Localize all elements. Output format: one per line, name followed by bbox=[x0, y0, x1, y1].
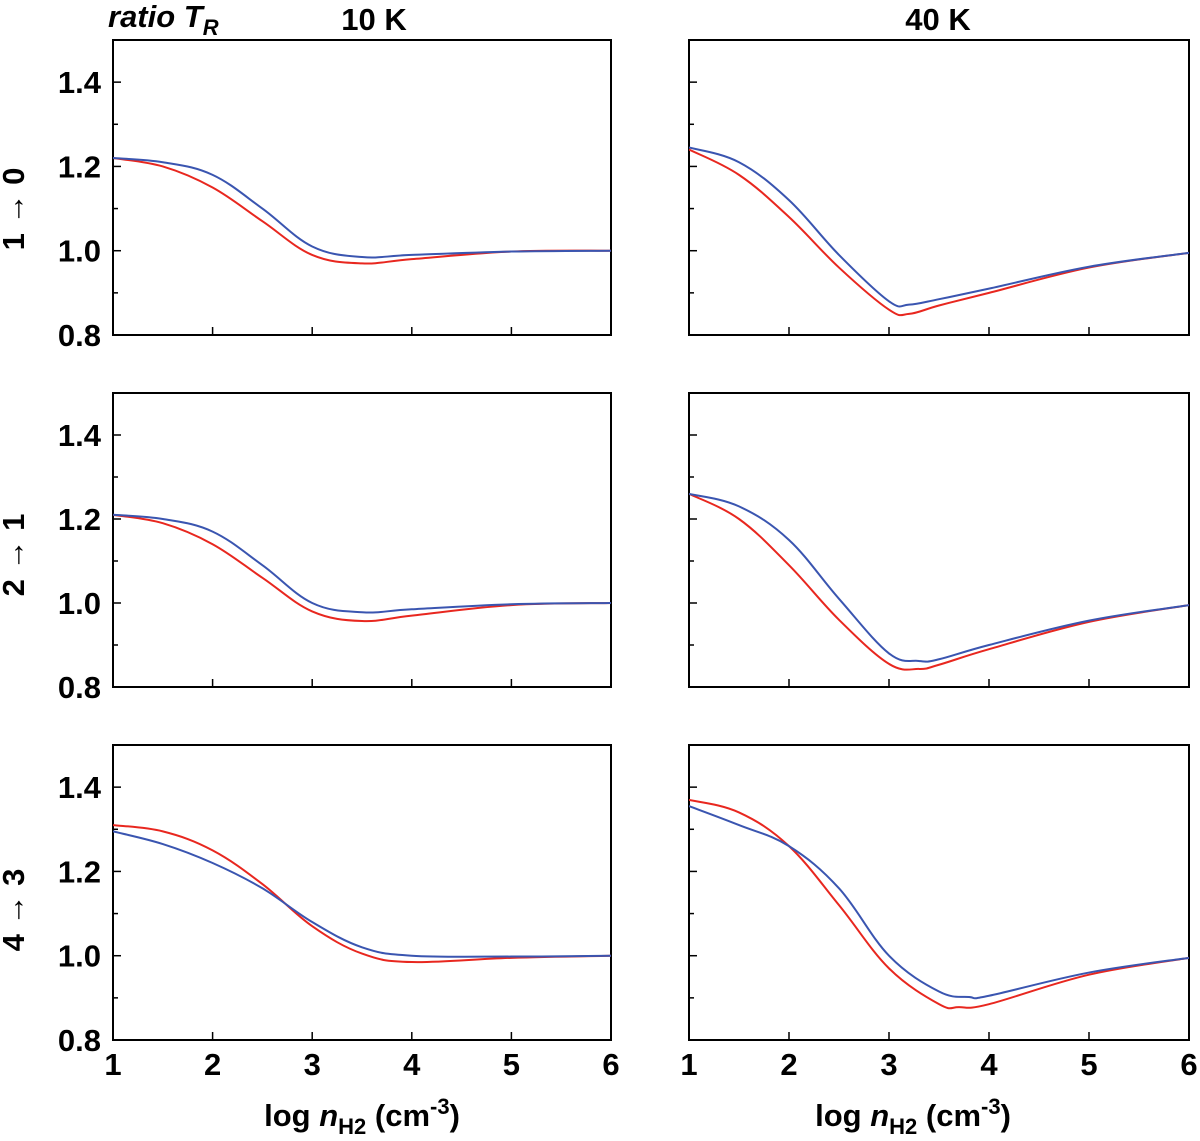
plot-frame bbox=[112, 744, 612, 1041]
x-tick-label: 4 bbox=[980, 1047, 998, 1082]
series-line-red bbox=[689, 148, 1189, 317]
y-tick-label: 0.8 bbox=[58, 318, 101, 353]
y-tick-label: 1.0 bbox=[58, 234, 101, 269]
plot-frame bbox=[688, 39, 1190, 336]
y-tick-label: 0.8 bbox=[58, 670, 101, 705]
column-title-40k: 40 K bbox=[905, 2, 971, 37]
series-line-blue bbox=[689, 492, 1189, 663]
series-line-blue bbox=[113, 513, 611, 614]
corner-label: ratio TR bbox=[108, 0, 219, 40]
panel-r1-c1 bbox=[688, 392, 1190, 688]
series-line-blue bbox=[113, 157, 611, 259]
series-line-blue bbox=[689, 146, 1189, 308]
x-tick-label: 2 bbox=[780, 1047, 797, 1082]
y-tick-label: 1.4 bbox=[58, 65, 102, 100]
series-line-blue bbox=[689, 805, 1189, 1000]
y-tick-label: 1.0 bbox=[58, 586, 101, 621]
series-line-red bbox=[113, 157, 611, 265]
plot-frame bbox=[112, 39, 612, 336]
series-line-blue bbox=[113, 830, 611, 958]
series-line-red bbox=[113, 513, 611, 623]
column-title-10k: 10 K bbox=[341, 2, 407, 37]
series-line-red bbox=[113, 824, 611, 964]
row-label-2-1: 2 → 1 bbox=[0, 514, 31, 597]
x-tick-label: 4 bbox=[403, 1047, 421, 1082]
panel-r1-c0: 0.8 1.0 1.2 1.4 bbox=[58, 392, 612, 705]
x-tick-label: 5 bbox=[1080, 1047, 1097, 1082]
plot-frame bbox=[688, 744, 1190, 1041]
x-tick-label: 6 bbox=[602, 1047, 619, 1082]
x-tick-label: 1 bbox=[680, 1047, 697, 1082]
panel-r2-c1: 1 2 3 4 5 6 bbox=[680, 744, 1198, 1082]
panel-r0-c1 bbox=[688, 39, 1190, 336]
y-tick-label: 1.2 bbox=[58, 854, 101, 889]
row-label-4-3: 4 → 3 bbox=[0, 869, 31, 952]
plot-frame bbox=[112, 392, 612, 688]
series-line-red bbox=[689, 492, 1189, 671]
x-tick-label: 3 bbox=[304, 1047, 321, 1082]
y-tick-label: 1.4 bbox=[58, 418, 102, 453]
x-tick-label: 3 bbox=[880, 1047, 897, 1082]
plot-frame bbox=[688, 392, 1190, 688]
panel-r2-c0: 0.8 1.0 1.2 1.4 1 2 3 4 5 6 bbox=[58, 744, 620, 1082]
panel-r0-c0: 0.8 1.0 1.2 1.4 bbox=[58, 39, 612, 353]
y-tick-label: 1.0 bbox=[58, 939, 101, 974]
row-label-1-0: 1 → 0 bbox=[0, 168, 31, 251]
y-tick-label: 1.2 bbox=[58, 149, 101, 184]
x-tick-label: 2 bbox=[204, 1047, 221, 1082]
x-tick-label: 1 bbox=[104, 1047, 121, 1082]
y-tick-label: 1.2 bbox=[58, 502, 101, 537]
x-axis-label-right: log nH2 (cm-3) bbox=[815, 1094, 1011, 1139]
x-axis-label-left: log nH2 (cm-3) bbox=[264, 1094, 460, 1139]
x-tick-label: 5 bbox=[503, 1047, 520, 1082]
y-tick-label: 0.8 bbox=[58, 1023, 101, 1058]
series-line-red bbox=[689, 798, 1189, 1010]
x-tick-label: 6 bbox=[1180, 1047, 1197, 1082]
y-tick-label: 1.4 bbox=[58, 770, 102, 805]
